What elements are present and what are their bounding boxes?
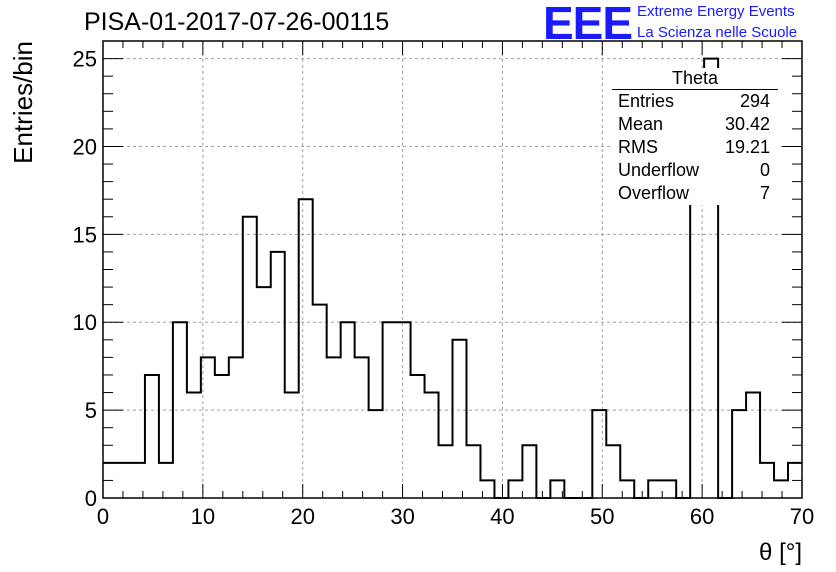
stats-row-mean: Mean 30.42 [612,113,778,136]
logo-line-1: Extreme Energy Events [637,3,795,20]
y-tick-label: 15 [73,222,97,247]
y-tick-label: 0 [85,486,97,511]
x-tick-label: 40 [490,504,514,529]
stats-value: 294 [739,91,770,111]
stats-label: Overflow [618,183,690,203]
stats-value: 30.42 [724,114,770,134]
x-tick-label: 10 [191,504,215,529]
y-tick-label: 25 [73,47,97,72]
x-axis-label: θ [°] [759,539,802,566]
stats-label: Entries [618,91,675,111]
histogram-series [103,57,802,499]
stats-row-rms: RMS 19.21 [612,136,778,159]
x-tick-label: 20 [290,504,314,529]
logo-line-2: La Scienza nelle Scuole [637,24,798,41]
stats-value: 19.21 [724,137,770,157]
stats-label: Mean [618,114,664,134]
x-tick-label: 60 [690,504,714,529]
stats-label: RMS [618,137,658,157]
stats-title: Theta [612,68,778,90]
y-axis-label: Entries/bin [8,41,38,164]
stats-label: Underflow [618,160,700,180]
stats-value: 7 [759,183,770,203]
x-tick-label: 50 [590,504,614,529]
x-tick-label: 70 [790,504,814,529]
y-tick-label: 20 [73,134,97,159]
y-tick-label: 10 [73,310,97,335]
stats-box: Theta Entries 294 Mean 30.42 RMS 19.21 U… [612,68,778,205]
chart-title: PISA-01-2017-07-26-00115 [84,8,390,36]
stats-value: 0 [759,160,770,180]
x-tick-label: 30 [390,504,414,529]
stats-row-overflow: Overflow 7 [612,182,778,205]
eee-logo: EEE [543,0,633,49]
stats-row-entries: Entries 294 [612,90,778,113]
stats-row-underflow: Underflow 0 [612,159,778,182]
y-tick-label: 5 [85,398,97,423]
x-tick-label: 0 [97,504,109,529]
